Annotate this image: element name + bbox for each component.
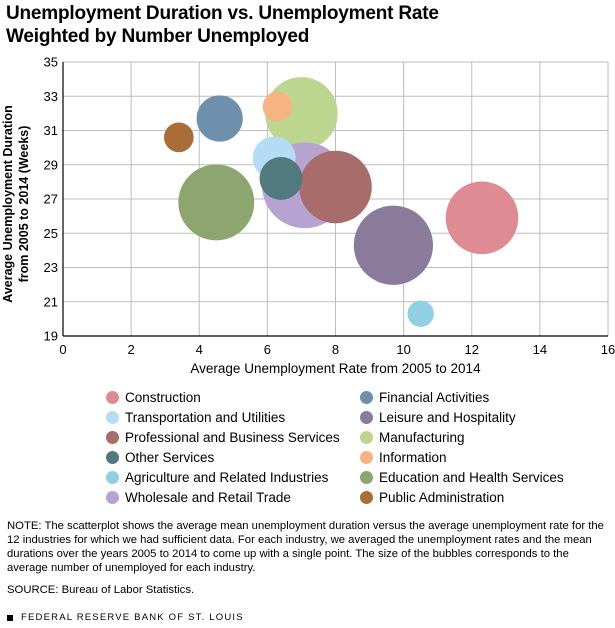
y-tick-label: 27 [44,192,58,207]
bubble-professional-and-business-services [299,150,372,224]
legend-swatch [360,490,373,504]
x-tick-label: 2 [128,342,135,357]
legend-swatch [360,410,373,424]
footer-square-icon [7,614,13,621]
y-axis-label-line-1: Average Unemployment Duration [1,105,15,303]
legend-label: Agriculture and Related Industries [125,469,329,485]
legend-swatch [360,390,373,404]
bubble-information [262,91,293,122]
y-tick-label: 23 [44,260,58,275]
x-tick-label: 16 [601,342,615,357]
legend-label: Manufacturing [379,429,465,445]
y-tick-label: 35 [44,55,58,70]
x-tick-label: 12 [465,342,479,357]
x-axis-label: Average Unemployment Rate from 2005 to 2… [190,361,481,376]
x-tick-label: 6 [264,342,271,357]
legend-swatch [106,450,119,464]
bubble-financial-activities [196,95,243,142]
legend-item: Education and Health Services [360,467,564,487]
legend-label: Transportation and Utilities [125,409,286,425]
x-tick-label: 14 [533,342,547,357]
legend-label: Construction [125,389,201,405]
x-tick-label: 8 [332,342,339,357]
legend-swatch [106,430,119,444]
y-tick-label: 19 [44,329,58,344]
bubble-other-services [259,157,303,200]
footer-text: FEDERAL RESERVE BANK OF ST. LOUIS [21,612,244,623]
bubble-leisure-and-hospitality [353,205,434,285]
legend-item: Agriculture and Related Industries [106,467,328,487]
legend-swatch [106,490,119,504]
note-text: NOTE: The scatterplot shows the average … [7,520,604,574]
y-tick-label: 21 [44,294,58,309]
legend-swatch [106,470,119,484]
legend-item: Leisure and Hospitality [360,407,516,427]
bubble-agriculture-and-related-industries [407,300,434,327]
legend-item: Construction [106,387,201,407]
legend-label: Leisure and Hospitality [379,409,516,425]
x-tick-label: 10 [396,342,410,357]
y-tick-label: 31 [44,123,58,138]
legend-label: Other Services [125,449,215,465]
legend-label: Wholesale and Retail Trade [125,489,291,505]
legend-item: Manufacturing [360,427,465,447]
y-tick-label: 29 [44,157,58,172]
y-axis-label-line-2: from 2005 to 2014 (Weeks) [17,126,31,283]
legend-item: Other Services [106,447,214,467]
legend-label: Professional and Business Services [125,429,340,445]
legend-item: Wholesale and Retail Trade [106,487,291,507]
bubble-education-and-health-services [178,164,255,241]
chart-title: Unemployment Duration vs. Unemployment R… [6,2,439,48]
legend-label: Financial Activities [379,389,490,405]
x-tick-label: 4 [196,342,203,357]
y-tick-label: 25 [44,226,58,241]
bubble-public-administration [163,122,194,153]
y-tick-label: 33 [44,89,58,104]
legend-label: Information [379,449,447,465]
bubble-construction [445,181,519,255]
legend-swatch [106,390,119,404]
legend-swatch [360,470,373,484]
legend-swatch [106,410,119,424]
bubble-chart: 0 2 4 6 8 10 12 14 16 19 21 23 25 27 29 31 33 35 Average U… [1,55,615,377]
legend-item: Public Administration [360,487,504,507]
legend-item: Transportation and Utilities [106,407,285,427]
legend-label: Public Administration [379,489,505,505]
legend-item: Professional and Business Services [106,427,340,447]
title-line-1: Unemployment Duration vs. Unemployment R… [6,3,439,24]
legend-item: Financial Activities [360,387,489,407]
legend-item: Information [360,447,447,467]
source-text: SOURCE: Bureau of Labor Statistics. [7,584,195,596]
legend-swatch [360,430,373,444]
legend-swatch [360,450,373,464]
x-tick-label: 0 [59,342,66,357]
footer: FEDERAL RESERVE BANK OF ST. LOUIS [7,612,244,623]
legend-label: Education and Health Services [379,469,564,485]
title-line-2: Weighted by Number Unemployed [6,26,310,47]
